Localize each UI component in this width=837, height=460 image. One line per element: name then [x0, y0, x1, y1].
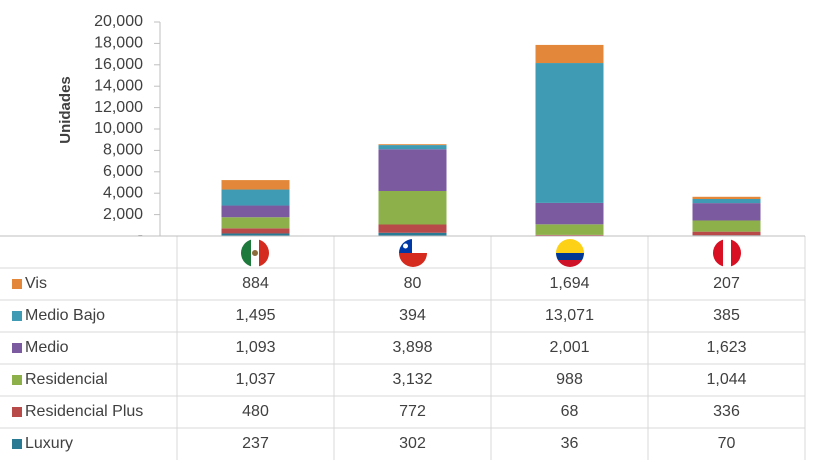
y-tick-label: 4,000 [103, 184, 143, 201]
bar-segment [221, 189, 290, 206]
legend-swatch [12, 311, 22, 321]
flag-peru [713, 239, 741, 267]
table-value: 884 [242, 275, 269, 292]
y-tick-label: 2,000 [103, 206, 143, 223]
table-value: 336 [713, 403, 740, 420]
table-value: 207 [713, 275, 740, 292]
table-value: 1,093 [235, 339, 275, 356]
bar-segment [692, 196, 761, 199]
table-value: 772 [399, 403, 426, 420]
table-value: 68 [561, 403, 579, 420]
legend-label: Medio Bajo [25, 307, 105, 324]
table-value: 80 [404, 275, 422, 292]
y-axis-label: Unidades [57, 76, 74, 144]
table-value: 394 [399, 307, 426, 324]
bar-segment [221, 228, 290, 234]
legend-swatch [12, 279, 22, 289]
bar-segment [535, 224, 604, 235]
y-tick-label: 8,000 [103, 142, 143, 159]
y-tick-label: 12,000 [94, 99, 143, 116]
legend-swatch [12, 407, 22, 417]
y-tick-label: 16,000 [94, 56, 143, 73]
bar-segment [535, 234, 604, 236]
legend-label: Residencial [25, 371, 108, 388]
bar-segment [692, 220, 761, 232]
y-tick-label: 14,000 [94, 77, 143, 94]
legend-label: Residencial Plus [25, 403, 143, 420]
bar-segment [378, 144, 447, 146]
bar-segment [378, 224, 447, 233]
bar-segment [221, 205, 290, 218]
bar-segment [378, 149, 447, 191]
y-tick-label: 10,000 [94, 120, 143, 137]
legend-swatch [12, 375, 22, 385]
flag-mexico [241, 239, 269, 267]
legend-label: Vis [25, 275, 47, 292]
y-tick-label: 18,000 [94, 35, 143, 52]
table-value: 2,001 [549, 339, 589, 356]
bar-segment [692, 203, 761, 221]
bar-segment [378, 232, 447, 236]
table-value: 3,132 [392, 371, 432, 388]
table-value: 988 [556, 371, 583, 388]
legend-label: Medio [25, 339, 69, 356]
legend-swatch [12, 343, 22, 353]
flag-chile [399, 239, 427, 267]
table-value: 36 [561, 435, 579, 452]
table-value: 70 [718, 435, 736, 452]
table-value: 3,898 [392, 339, 432, 356]
table-value: 237 [242, 435, 269, 452]
bar-segment [535, 44, 604, 64]
legend-swatch [12, 439, 22, 449]
bar-segment [535, 63, 604, 203]
bar-segment [378, 145, 447, 150]
y-tick-label: 6,000 [103, 163, 143, 180]
bar-segment [692, 231, 761, 236]
y-tick-label: 20,000 [94, 13, 143, 30]
bar-segment [692, 198, 761, 204]
bar-segment [221, 180, 290, 190]
legend-label: Luxury [25, 435, 73, 452]
bar-segment [221, 217, 290, 229]
table-value: 1,694 [549, 275, 589, 292]
table-value: 302 [399, 435, 426, 452]
table-value: 1,037 [235, 371, 275, 388]
table-value: 13,071 [545, 307, 594, 324]
table-value: 385 [713, 307, 740, 324]
bar-segment [535, 202, 604, 225]
bar-segment [378, 190, 447, 225]
table-value: 1,623 [706, 339, 746, 356]
table-value: 1,495 [235, 307, 275, 324]
table-value: 480 [242, 403, 269, 420]
table-value: 1,044 [706, 371, 746, 388]
flag-colombia [556, 239, 584, 267]
bar-segment [221, 233, 290, 236]
